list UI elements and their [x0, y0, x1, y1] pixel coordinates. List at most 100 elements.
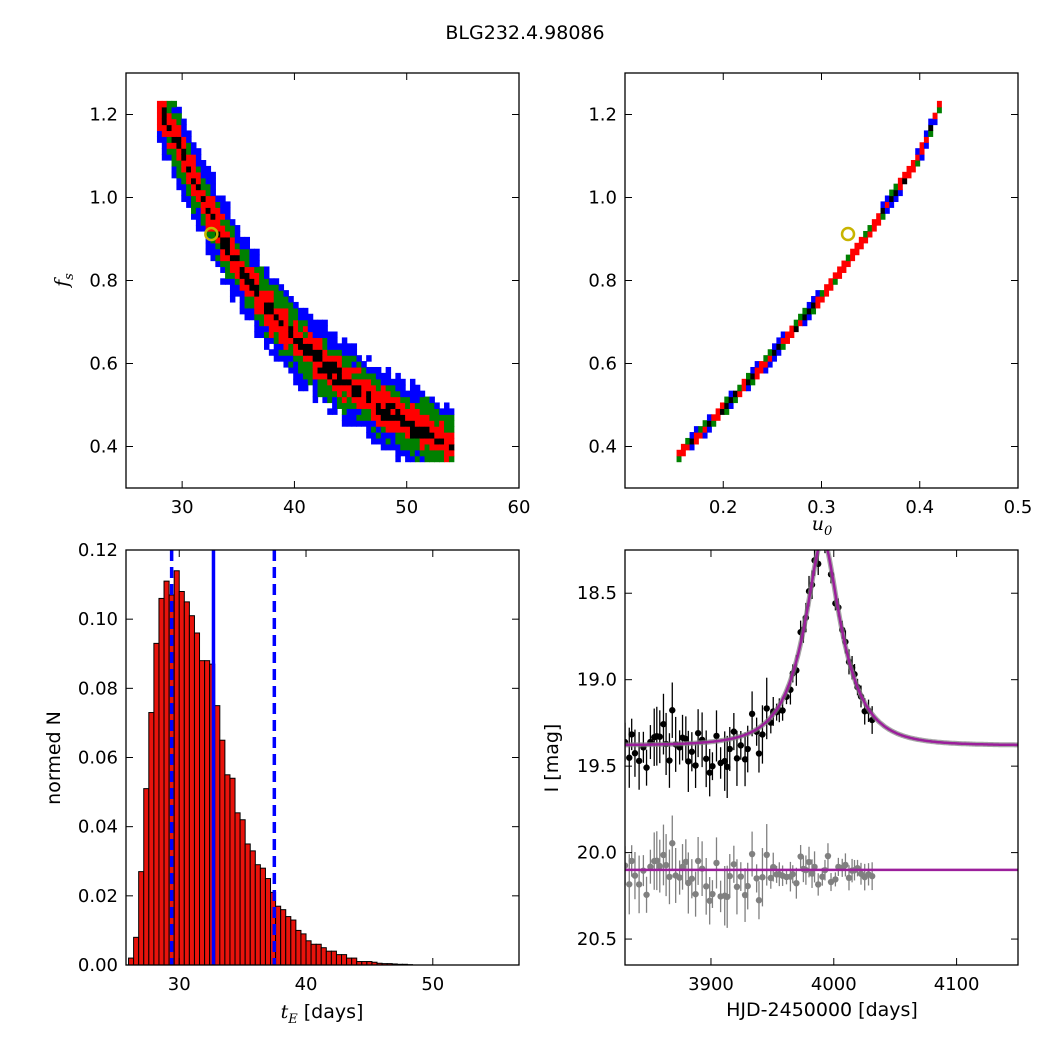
posterior-cell — [371, 366, 377, 374]
posterior-cell — [263, 278, 270, 285]
posterior-cell — [259, 307, 265, 315]
posterior-cell — [322, 337, 328, 344]
posterior-cell — [741, 378, 747, 386]
data-point — [706, 769, 713, 776]
posterior-cell — [380, 396, 387, 404]
data-point — [721, 757, 728, 765]
posterior-cell — [336, 396, 343, 404]
posterior-cell — [366, 372, 372, 380]
posterior-cell — [205, 189, 212, 197]
posterior-cell — [186, 195, 192, 203]
posterior-cell — [789, 331, 795, 339]
posterior-cell — [366, 420, 372, 427]
posterior-cell — [171, 130, 178, 137]
y-tick-label: 1.2 — [588, 105, 617, 126]
posterior-cell — [225, 248, 231, 256]
posterior-cell — [210, 207, 216, 214]
posterior-cell — [424, 414, 431, 421]
histogram-bar — [158, 597, 165, 966]
histogram-bar — [244, 843, 251, 966]
posterior-cell — [278, 284, 285, 291]
posterior-cell — [819, 290, 825, 297]
posterior-cell — [312, 366, 319, 374]
posterior-cell — [191, 154, 197, 161]
posterior-cell — [845, 260, 851, 268]
posterior-cell — [361, 372, 367, 380]
posterior-cell — [434, 432, 440, 439]
posterior-cell — [880, 213, 886, 220]
posterior-cell — [380, 402, 387, 409]
posterior-cell — [689, 443, 695, 451]
posterior-cell — [195, 177, 202, 185]
posterior-cell — [419, 437, 426, 445]
posterior-cell — [322, 366, 328, 374]
posterior-cell — [815, 296, 821, 303]
posterior-cell — [780, 331, 786, 339]
posterior-cell — [244, 313, 251, 321]
posterior-cell — [332, 408, 338, 415]
posterior-cell — [200, 213, 207, 220]
posterior-cell — [176, 118, 182, 126]
posterior-cell — [439, 408, 445, 415]
histogram-bar — [310, 943, 317, 966]
posterior-cell — [327, 355, 333, 362]
posterior-cell — [919, 148, 925, 155]
posterior-cell — [936, 100, 942, 108]
posterior-cell — [361, 361, 367, 368]
posterior-cell — [346, 355, 353, 362]
posterior-cell — [395, 443, 401, 451]
posterior-cell — [195, 207, 202, 214]
posterior-cell — [322, 319, 328, 327]
posterior-cell — [336, 384, 343, 392]
posterior-cell — [283, 319, 289, 327]
posterior-cell — [845, 254, 851, 262]
posterior-cell — [400, 390, 406, 398]
posterior-cell — [229, 296, 236, 303]
posterior-cell — [880, 207, 886, 214]
posterior-cell — [268, 337, 275, 344]
posterior-cell — [273, 307, 280, 315]
posterior-cell — [317, 331, 323, 339]
posterior-cell — [906, 165, 912, 173]
posterior-cell — [434, 455, 440, 463]
y-tick-label: 0.02 — [78, 886, 118, 907]
posterior-cell — [215, 248, 221, 256]
data-point — [763, 705, 770, 712]
posterior-cell — [176, 106, 182, 114]
posterior-cell — [161, 112, 168, 120]
posterior-cell — [239, 307, 246, 315]
posterior-cell — [448, 426, 455, 433]
posterior-cell — [327, 337, 333, 344]
posterior-cell — [229, 278, 236, 285]
histogram-bar — [346, 957, 353, 966]
posterior-cell — [750, 372, 756, 380]
posterior-cell — [176, 160, 182, 167]
posterior-cell — [375, 437, 382, 445]
posterior-cell — [434, 443, 440, 451]
posterior-cell — [434, 414, 440, 421]
posterior-cell — [191, 207, 197, 214]
posterior-cell — [263, 296, 270, 303]
posterior-cell — [263, 325, 270, 333]
posterior-cells-1 — [676, 100, 942, 463]
posterior-cell — [298, 378, 304, 386]
posterior-cell — [361, 408, 367, 415]
residual-point — [692, 890, 699, 898]
posterior-cell — [405, 437, 411, 445]
posterior-cell — [380, 437, 387, 445]
posterior-cell — [259, 331, 265, 339]
posterior-cell — [698, 426, 704, 433]
posterior-cell — [346, 372, 353, 380]
posterior-cell — [811, 301, 817, 309]
posterior-cell — [205, 248, 212, 256]
posterior-cell — [390, 414, 396, 421]
posterior-cell — [802, 307, 808, 315]
posterior-cell — [293, 325, 299, 333]
posterior-cell — [910, 160, 916, 167]
posterior-cell — [811, 307, 817, 315]
residual-point — [702, 883, 710, 890]
data-point — [628, 731, 635, 738]
posterior-cell — [419, 449, 426, 457]
posterior-cell — [351, 384, 358, 392]
posterior-cell — [371, 402, 377, 409]
